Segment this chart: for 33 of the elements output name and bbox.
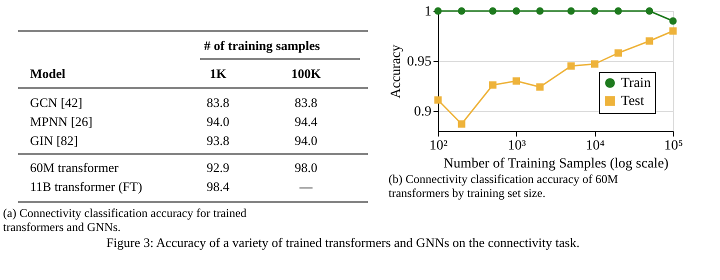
x-tick-label: 10² bbox=[429, 138, 448, 154]
legend-label: Train bbox=[621, 76, 651, 91]
y-tick-label: 0.95 bbox=[407, 54, 432, 70]
category-label: 1K bbox=[210, 66, 228, 81]
text: # of training samples bbox=[204, 38, 320, 53]
x-axis-title: Number of Training Samples (log scale) bbox=[443, 156, 669, 172]
text: 94.0 bbox=[206, 114, 230, 129]
text: 92.9 bbox=[206, 160, 230, 175]
legend-label: Test bbox=[621, 94, 644, 109]
text: 93.8 bbox=[206, 133, 230, 148]
category-label: MPNN [26] bbox=[30, 114, 92, 129]
category-label: GIN [82] bbox=[30, 133, 78, 148]
text: Model bbox=[30, 66, 66, 81]
y-tick-label: 1 bbox=[424, 4, 432, 20]
x-tick-label: 10³ bbox=[508, 138, 526, 154]
text: 98.0 bbox=[294, 160, 318, 175]
text: 98.4 bbox=[206, 179, 230, 194]
text: (b) Connectivity classification accuracy of 60M transformers by training set size. bbox=[388, 172, 618, 200]
category-label: 60M transformer bbox=[30, 160, 118, 175]
text: — bbox=[300, 179, 312, 194]
category-label: 11B transformer (FT) bbox=[30, 179, 142, 194]
x-tick-label: 10⁴ bbox=[586, 138, 605, 154]
text: 83.8 bbox=[206, 95, 230, 110]
y-axis-title: Accuracy bbox=[389, 44, 404, 98]
category-label: 100K bbox=[291, 66, 322, 81]
y-tick-label: 0.9 bbox=[414, 104, 432, 120]
x-tick-label: 10⁵ bbox=[664, 138, 684, 154]
text: 94.4 bbox=[294, 114, 318, 129]
text: 83.8 bbox=[294, 95, 318, 110]
text: 94.0 bbox=[294, 133, 318, 148]
text: (a) Connectivity classification accuracy for trained transformers and GNNs. bbox=[3, 206, 247, 234]
caption: Figure 3: Accuracy of a variety of trained transformers and GNNs on the connectivity task. bbox=[106, 235, 580, 250]
category-label: GCN [42] bbox=[30, 95, 82, 110]
